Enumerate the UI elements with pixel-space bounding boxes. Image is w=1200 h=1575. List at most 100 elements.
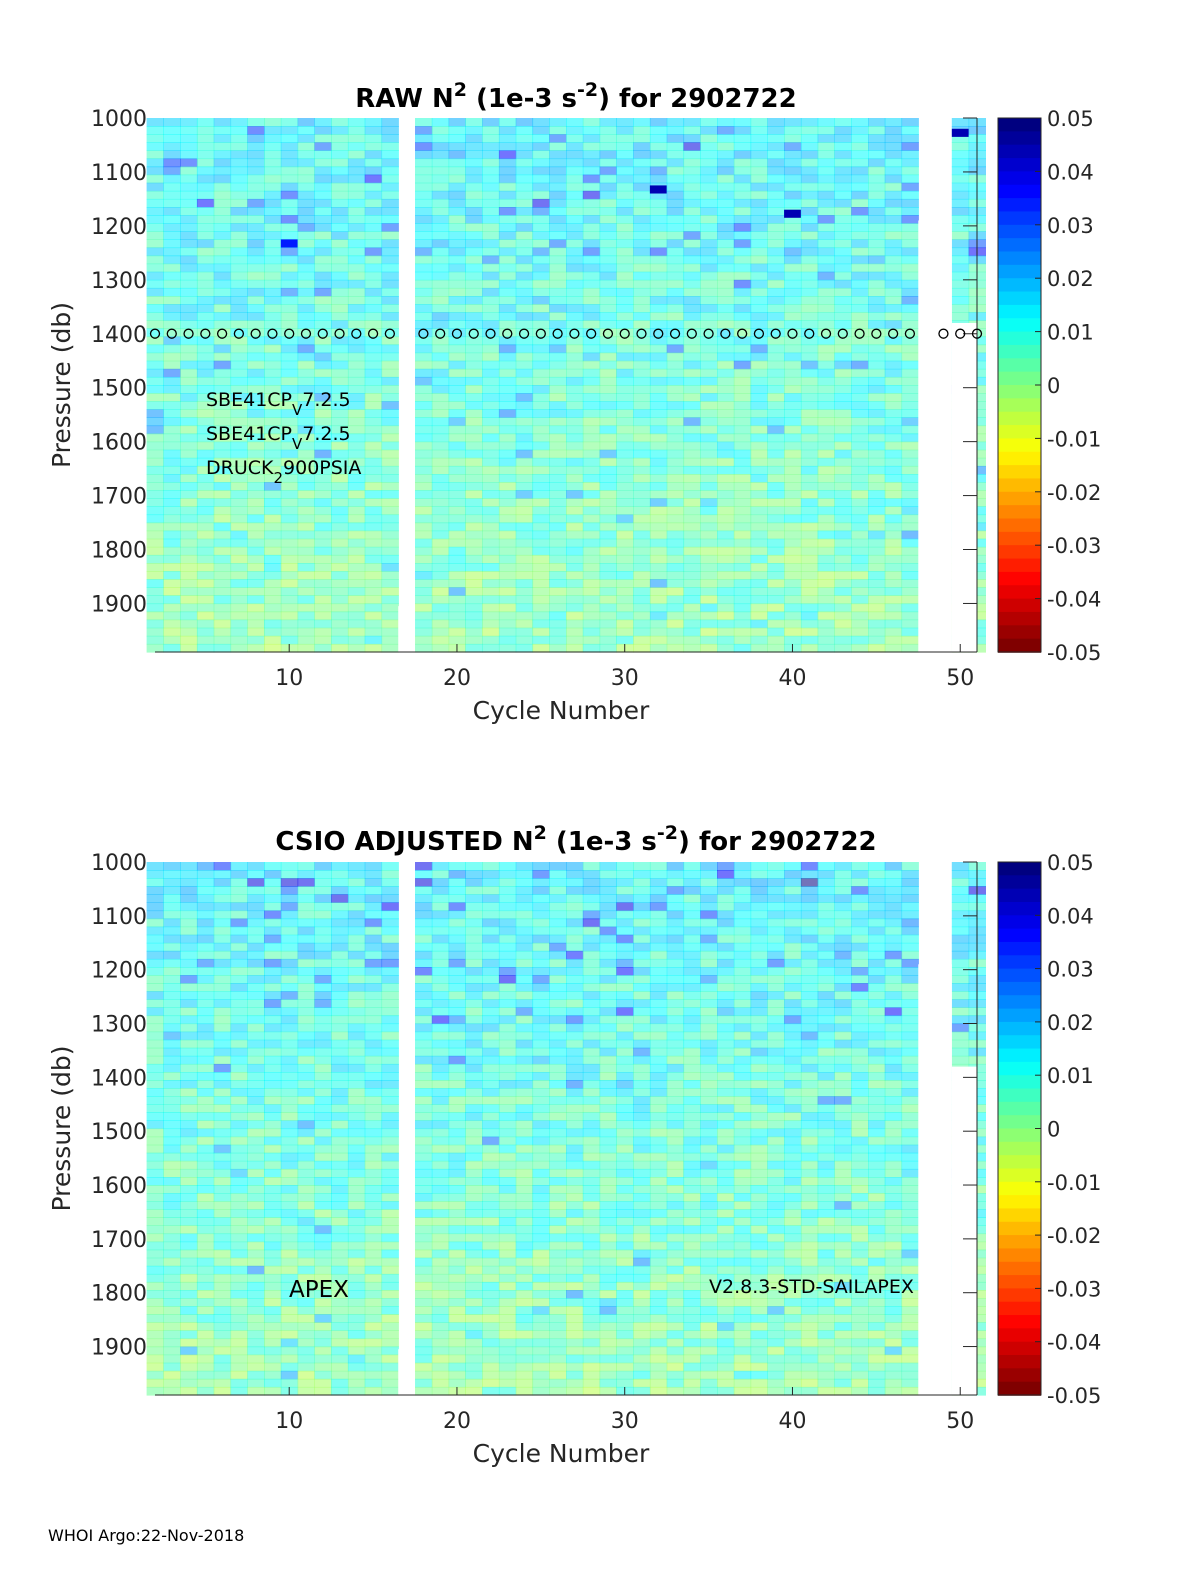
heatmap-cell bbox=[297, 1160, 315, 1170]
heatmap-cell bbox=[331, 142, 349, 151]
colorbar-step bbox=[998, 344, 1041, 360]
heatmap-cell bbox=[297, 385, 315, 394]
heatmap-cell bbox=[901, 182, 919, 192]
heatmap-cell bbox=[498, 999, 517, 1008]
heatmap-cell bbox=[180, 1015, 198, 1025]
heatmap-cell bbox=[163, 530, 181, 540]
heatmap-cell bbox=[532, 142, 550, 151]
heatmap-cell bbox=[482, 1096, 500, 1105]
heatmap-cell bbox=[314, 166, 332, 176]
heatmap-cell bbox=[381, 190, 399, 200]
heatmap-cell bbox=[566, 433, 584, 443]
heatmap-cell bbox=[415, 287, 433, 297]
heatmap-cell bbox=[163, 1386, 181, 1396]
heatmap-cell bbox=[817, 312, 835, 321]
marker-point bbox=[770, 328, 781, 339]
heatmap-cell bbox=[817, 571, 835, 580]
heatmap-cell bbox=[834, 490, 852, 499]
heatmap-cell bbox=[834, 643, 852, 653]
heatmap-cell bbox=[817, 643, 835, 653]
heatmap-cell bbox=[465, 174, 483, 184]
heatmap-cell bbox=[230, 1225, 248, 1235]
heatmap-cell bbox=[331, 1346, 349, 1356]
heatmap-cell bbox=[264, 482, 282, 491]
heatmap-cell bbox=[951, 158, 970, 168]
heatmap-cell bbox=[884, 522, 903, 532]
heatmap-cell bbox=[415, 312, 433, 321]
heatmap-cell bbox=[498, 352, 517, 362]
heatmap-cell bbox=[884, 401, 903, 410]
heatmap-cell bbox=[498, 918, 517, 928]
heatmap-cell bbox=[582, 1185, 601, 1194]
heatmap-cell bbox=[247, 1039, 265, 1049]
heatmap-cell bbox=[582, 894, 601, 903]
heatmap-cell bbox=[247, 1055, 265, 1065]
heatmap-cell bbox=[230, 1160, 248, 1170]
heatmap-cell bbox=[247, 1112, 265, 1121]
heatmap-cell bbox=[247, 1088, 265, 1097]
heatmap-cell bbox=[280, 1322, 299, 1331]
heatmap-cell bbox=[431, 991, 450, 1000]
heatmap-cell bbox=[381, 1168, 399, 1178]
heatmap-cell bbox=[230, 514, 248, 524]
heatmap-cell bbox=[280, 595, 299, 605]
heatmap-cell bbox=[767, 174, 785, 184]
heatmap-cell bbox=[180, 457, 198, 467]
heatmap-cell bbox=[381, 1338, 399, 1348]
heatmap-cell bbox=[784, 571, 802, 580]
heatmap-cell bbox=[666, 368, 685, 378]
heatmap-cell bbox=[616, 328, 634, 338]
heatmap-cell bbox=[717, 336, 735, 346]
heatmap-cell bbox=[566, 1120, 584, 1130]
heatmap-cell bbox=[884, 619, 903, 629]
heatmap-cell bbox=[381, 328, 399, 338]
heatmap-cell bbox=[415, 344, 433, 354]
heatmap-cell bbox=[331, 643, 349, 653]
heatmap-cell bbox=[180, 1007, 198, 1017]
heatmap-cell bbox=[532, 207, 550, 216]
heatmap-cell bbox=[448, 926, 466, 936]
heatmap-cell bbox=[868, 385, 886, 394]
heatmap-cell bbox=[465, 1362, 483, 1372]
heatmap-cell bbox=[532, 231, 550, 240]
heatmap-cell bbox=[180, 1152, 198, 1162]
heatmap-cell bbox=[482, 207, 500, 216]
heatmap-cell bbox=[180, 474, 198, 483]
heatmap-cell bbox=[532, 271, 550, 281]
heatmap-cell bbox=[196, 304, 215, 313]
heatmap-cell bbox=[163, 360, 181, 370]
heatmap-cell bbox=[515, 1047, 534, 1057]
heatmap-cell bbox=[415, 1055, 433, 1065]
heatmap-cell bbox=[649, 474, 668, 483]
heatmap-cell bbox=[230, 271, 248, 281]
heatmap-cell bbox=[415, 1314, 433, 1323]
heatmap-cell bbox=[163, 1185, 181, 1194]
heatmap-cell bbox=[431, 1370, 450, 1380]
heatmap-cell bbox=[364, 1104, 383, 1113]
heatmap-cell bbox=[163, 1201, 181, 1210]
heatmap-cell bbox=[767, 417, 785, 427]
heatmap-cell bbox=[364, 1112, 383, 1121]
heatmap-cell bbox=[448, 579, 466, 588]
heatmap-cell bbox=[146, 385, 164, 394]
heatmap-cell bbox=[146, 1201, 164, 1210]
heatmap-cell bbox=[599, 465, 617, 475]
heatmap-cell bbox=[180, 287, 198, 297]
heatmap-cell bbox=[784, 449, 802, 459]
heatmap-cell bbox=[482, 902, 500, 912]
heatmap-cell bbox=[834, 457, 852, 467]
heatmap-cell bbox=[566, 1330, 584, 1340]
heatmap-cell bbox=[381, 385, 399, 394]
heatmap-cell bbox=[666, 441, 685, 451]
heatmap-cell bbox=[247, 595, 265, 605]
heatmap-cell bbox=[146, 158, 164, 168]
heatmap-cell bbox=[415, 1330, 433, 1340]
heatmap-cell bbox=[230, 926, 248, 936]
heatmap-cell bbox=[482, 1225, 500, 1235]
heatmap-cell bbox=[532, 158, 550, 168]
heatmap-cell bbox=[750, 474, 768, 483]
heatmap-cell bbox=[163, 1346, 181, 1356]
heatmap-cell bbox=[465, 1144, 483, 1154]
heatmap-cell bbox=[649, 635, 668, 645]
marker-point bbox=[435, 328, 446, 339]
